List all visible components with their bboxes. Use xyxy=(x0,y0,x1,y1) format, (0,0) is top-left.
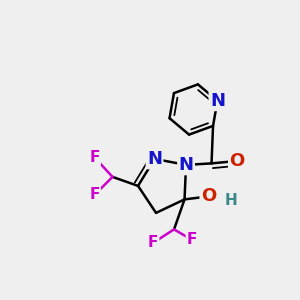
Text: N: N xyxy=(178,156,194,174)
Text: O: O xyxy=(230,152,245,170)
Text: H: H xyxy=(225,194,238,208)
Text: F: F xyxy=(187,232,197,247)
Text: F: F xyxy=(89,150,100,165)
Text: F: F xyxy=(148,236,158,250)
Text: N: N xyxy=(147,150,162,168)
Text: O: O xyxy=(201,188,216,206)
Text: F: F xyxy=(89,188,100,202)
Text: N: N xyxy=(210,92,225,110)
